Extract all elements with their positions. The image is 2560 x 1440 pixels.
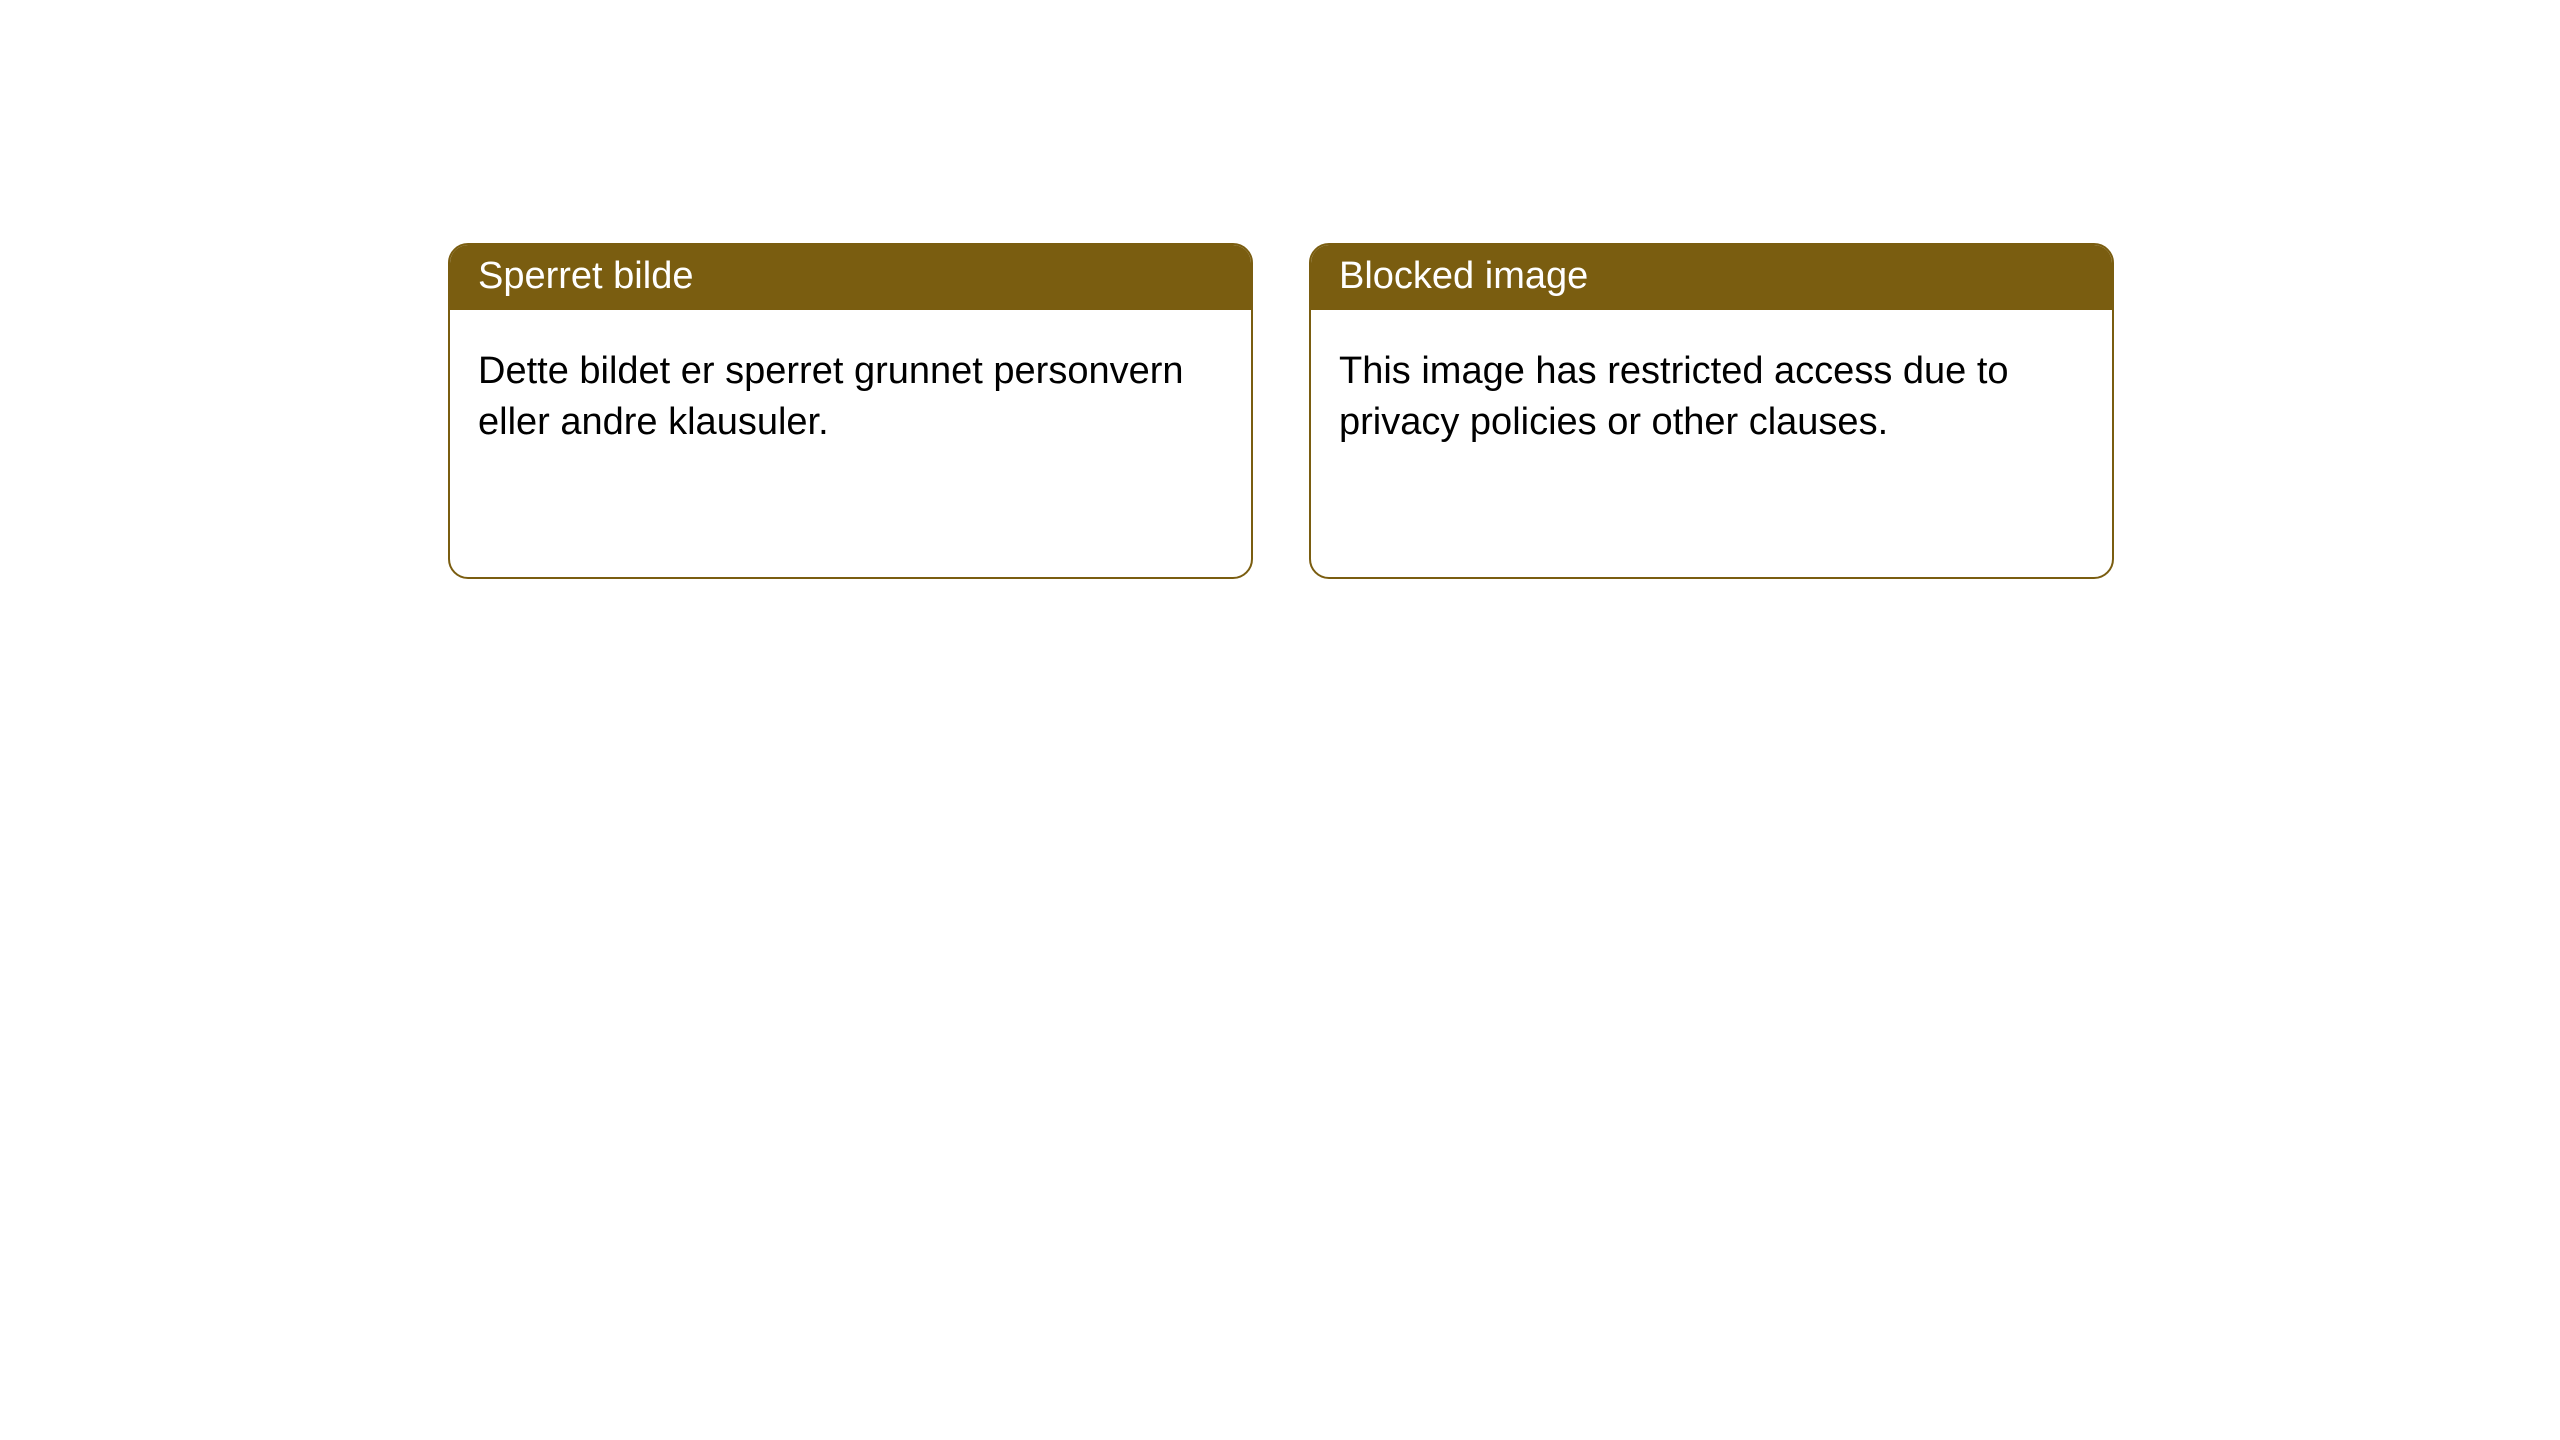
notice-title: Sperret bilde [478, 255, 693, 297]
notice-header: Sperret bilde [450, 245, 1251, 310]
notice-cards-container: Sperret bilde Dette bildet er sperret gr… [448, 243, 2114, 579]
notice-body: Dette bildet er sperret grunnet personve… [450, 310, 1251, 485]
notice-title: Blocked image [1339, 255, 1588, 297]
notice-body: This image has restricted access due to … [1311, 310, 2112, 485]
notice-header: Blocked image [1311, 245, 2112, 310]
notice-card-english: Blocked image This image has restricted … [1309, 243, 2114, 579]
notice-message: This image has restricted access due to … [1339, 350, 2009, 443]
notice-message: Dette bildet er sperret grunnet personve… [478, 350, 1184, 443]
notice-card-norwegian: Sperret bilde Dette bildet er sperret gr… [448, 243, 1253, 579]
